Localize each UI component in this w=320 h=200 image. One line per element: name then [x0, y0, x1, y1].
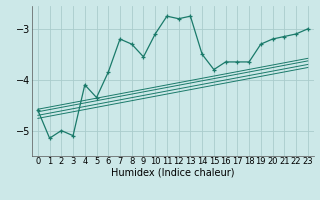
X-axis label: Humidex (Indice chaleur): Humidex (Indice chaleur) [111, 168, 235, 178]
